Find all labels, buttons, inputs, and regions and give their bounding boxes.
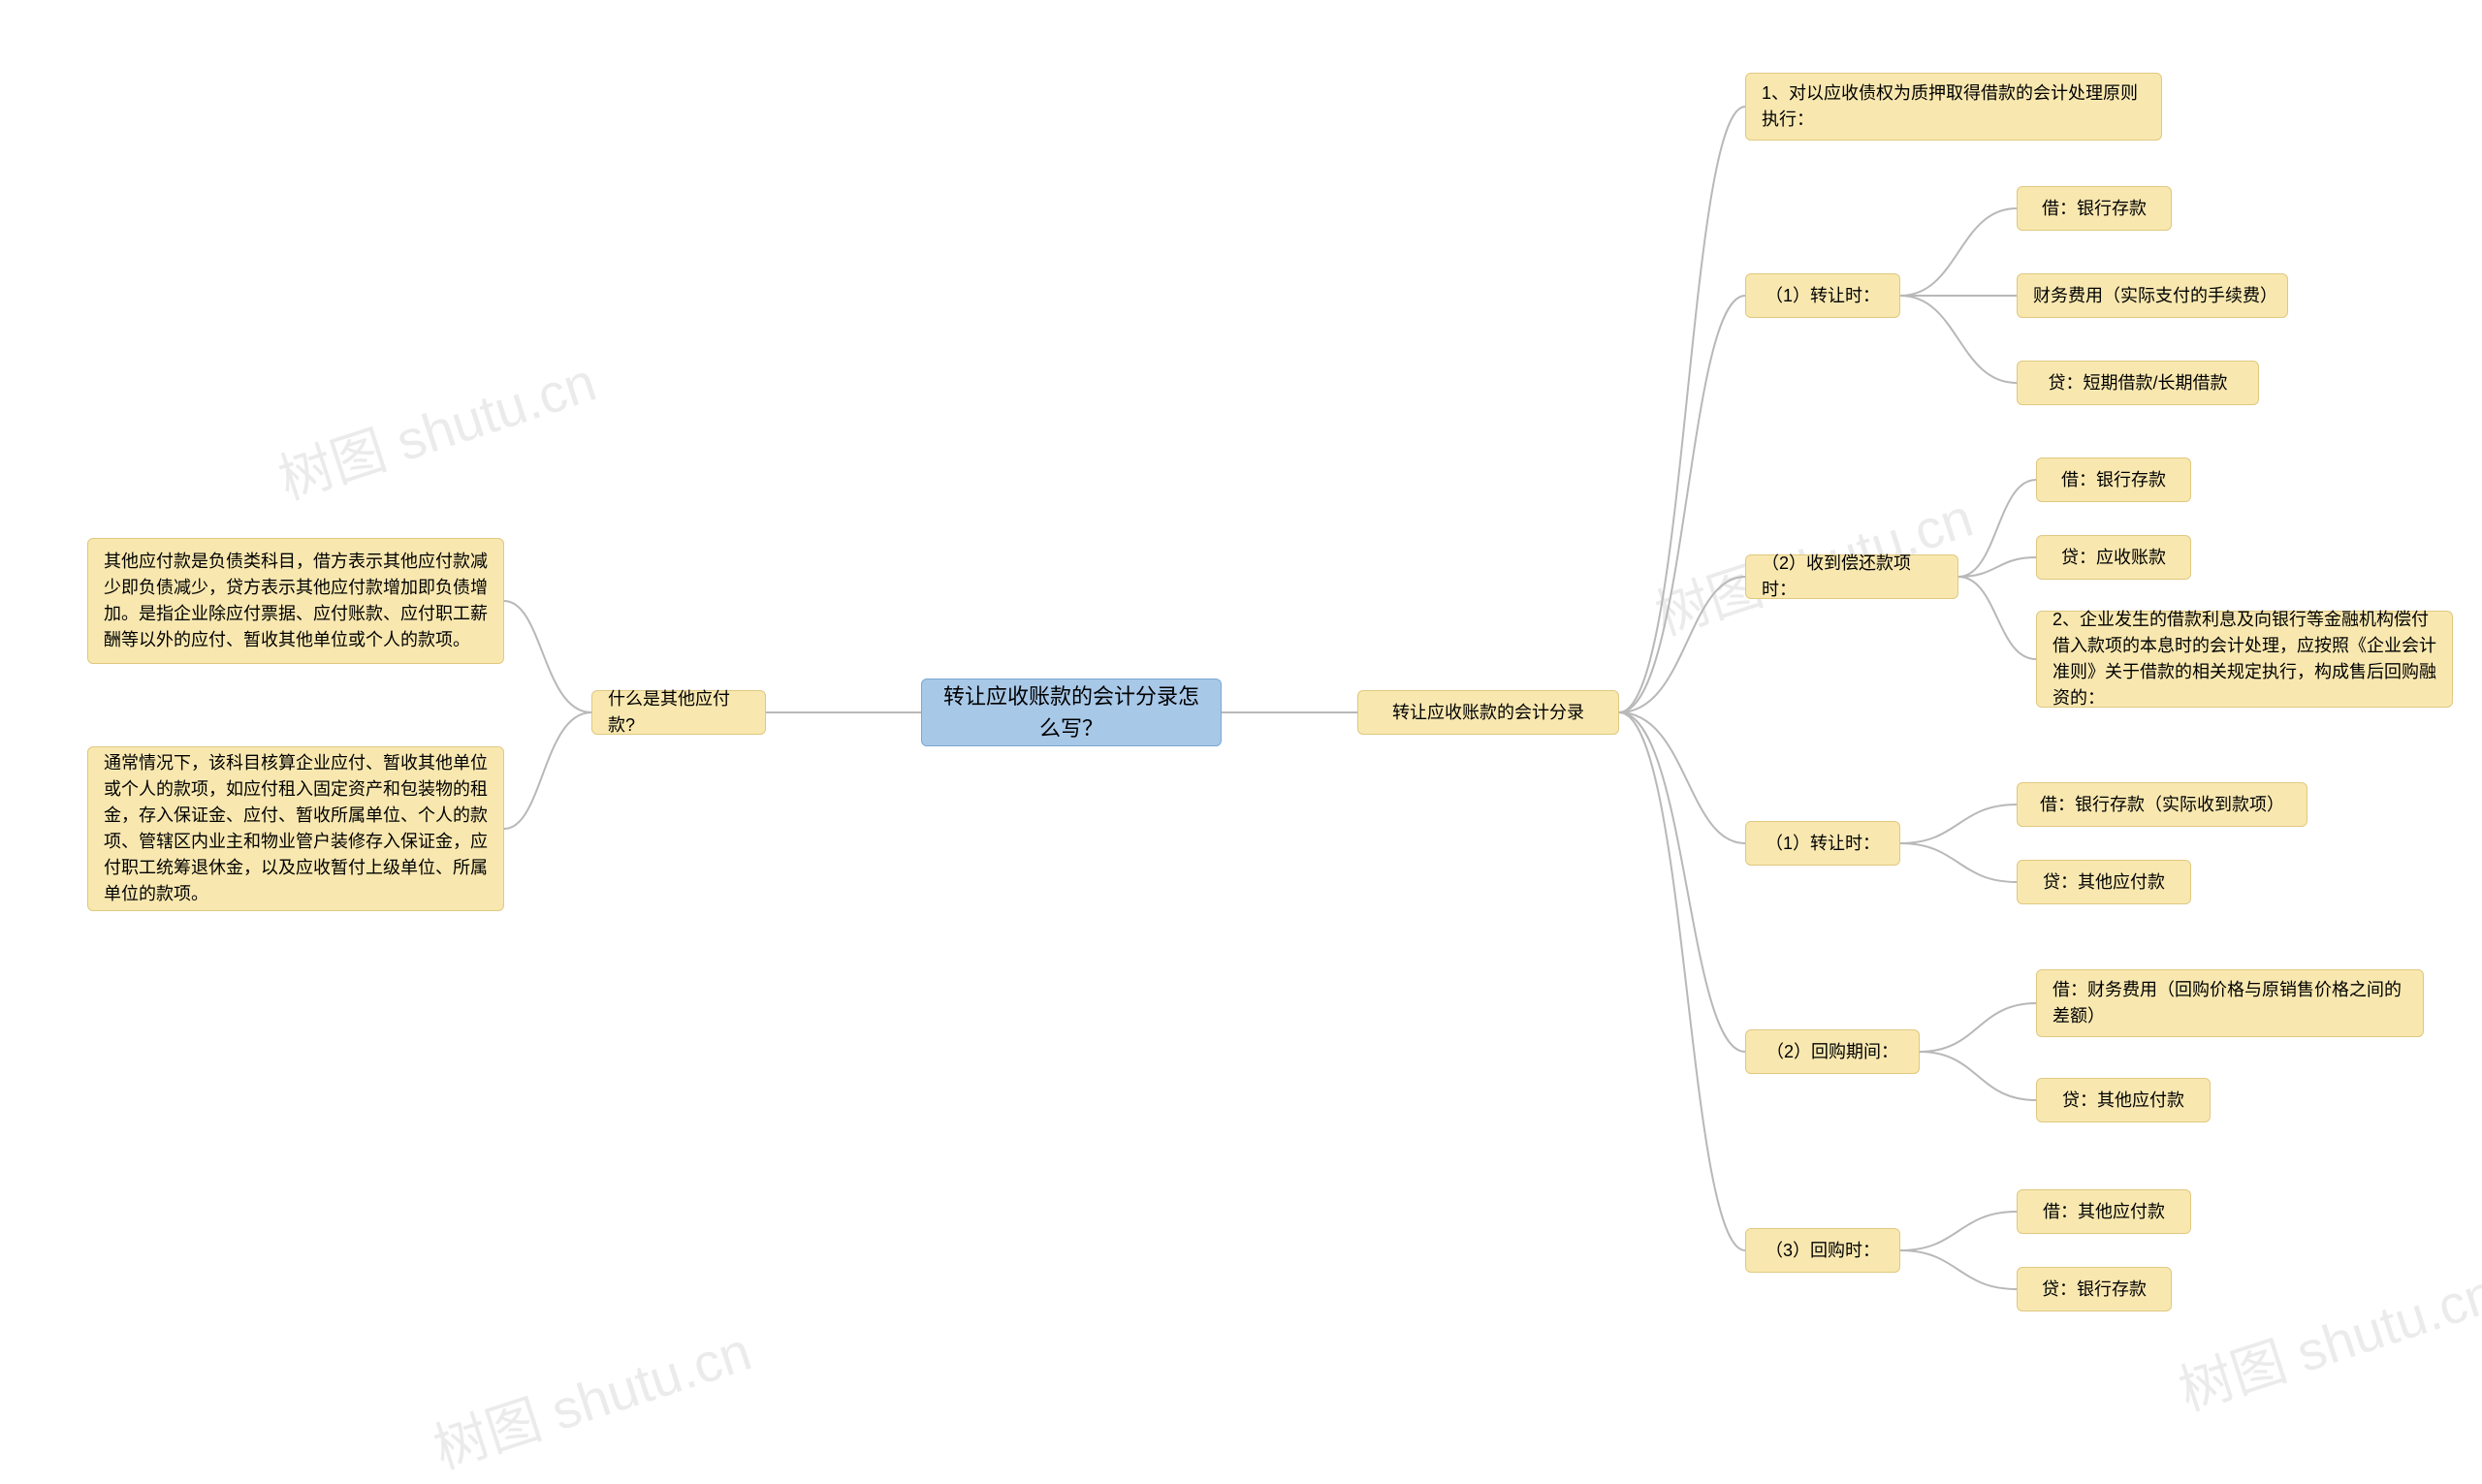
right-child-2-label: （2）收到偿还款项时：	[1762, 551, 1942, 603]
left-leaf-0: 其他应付款是负债类科目，借方表示其他应付款减少即负债减少，贷方表示其他应付款增加…	[87, 538, 504, 664]
right-child-2-leaf-0: 借：银行存款	[2036, 458, 2191, 502]
right-child-1-leaf-2-text: 贷：短期借款/长期借款	[2049, 370, 2228, 396]
right-child-5-label: （3）回购时：	[1766, 1238, 1880, 1264]
right-child-1-leaf-2: 贷：短期借款/长期借款	[2017, 361, 2259, 405]
right-child-2-leaf-2: 2、企业发生的借款利息及向银行等金融机构偿付借入款项的本息时的会计处理，应按照《…	[2036, 611, 2453, 708]
right-child-5-leaf-0-text: 借：其他应付款	[2043, 1199, 2165, 1225]
right-child-4-leaf-0: 借：财务费用（回购价格与原销售价格之间的差额）	[2036, 969, 2424, 1037]
right-child-1-leaf-1-text: 财务费用（实际支付的手续费）	[2033, 283, 2272, 309]
right-child-4: （2）回购期间：	[1745, 1029, 1920, 1074]
right-child-2: （2）收到偿还款项时：	[1745, 554, 1958, 599]
right-child-3-leaf-1: 贷：其他应付款	[2017, 860, 2191, 904]
right-child-0-label: 1、对以应收债权为质押取得借款的会计处理原则执行：	[1762, 80, 2146, 133]
right-branch: 转让应收账款的会计分录	[1357, 690, 1619, 735]
right-child-5-leaf-0: 借：其他应付款	[2017, 1189, 2191, 1234]
right-child-3-leaf-0-text: 借：银行存款（实际收到款项）	[2040, 792, 2284, 818]
left-leaf-1-text: 通常情况下，该科目核算企业应付、暂收其他单位或个人的款项，如应付租入固定资产和包…	[104, 750, 488, 907]
left-leaf-1: 通常情况下，该科目核算企业应付、暂收其他单位或个人的款项，如应付租入固定资产和包…	[87, 746, 504, 911]
right-child-3-leaf-1-text: 贷：其他应付款	[2043, 869, 2165, 896]
right-child-4-label: （2）回购期间：	[1766, 1039, 1898, 1065]
right-child-2-leaf-2-text: 2、企业发生的借款利息及向银行等金融机构偿付借入款项的本息时的会计处理，应按照《…	[2052, 607, 2436, 711]
right-child-2-leaf-0-text: 借：银行存款	[2061, 467, 2166, 493]
right-child-3: （1）转让时：	[1745, 821, 1900, 866]
right-child-5-leaf-1: 贷：银行存款	[2017, 1267, 2172, 1311]
right-branch-label: 转让应收账款的会计分录	[1392, 700, 1584, 726]
left-branch: 什么是其他应付款?	[591, 690, 766, 735]
right-child-3-label: （1）转让时：	[1766, 831, 1880, 857]
watermark: 树图 shutu.cn	[423, 1309, 760, 1484]
right-child-4-leaf-1-text: 贷：其他应付款	[2062, 1088, 2184, 1114]
right-child-4-leaf-1: 贷：其他应付款	[2036, 1078, 2211, 1122]
watermark: 树图 shutu.cn	[2168, 1250, 2482, 1427]
right-child-1-leaf-0: 借：银行存款	[2017, 186, 2172, 231]
right-child-1-leaf-0-text: 借：银行存款	[2042, 196, 2147, 222]
left-branch-label: 什么是其他应付款?	[608, 686, 749, 739]
right-child-1: （1）转让时：	[1745, 273, 1900, 318]
right-child-4-leaf-0-text: 借：财务费用（回购价格与原销售价格之间的差额）	[2052, 977, 2407, 1029]
root-label: 转让应收账款的会计分录怎么写？	[938, 680, 1205, 744]
right-child-3-leaf-0: 借：银行存款（实际收到款项）	[2017, 782, 2307, 827]
right-child-0: 1、对以应收债权为质押取得借款的会计处理原则执行：	[1745, 73, 2162, 141]
right-child-2-leaf-1-text: 贷：应收账款	[2061, 545, 2166, 571]
watermark: 树图 shutu.cn	[268, 339, 605, 516]
right-child-5-leaf-1-text: 贷：银行存款	[2042, 1277, 2147, 1303]
right-child-1-label: （1）转让时：	[1766, 283, 1880, 309]
right-child-1-leaf-1: 财务费用（实际支付的手续费）	[2017, 273, 2288, 318]
root-node: 转让应收账款的会计分录怎么写？	[921, 679, 1222, 746]
left-leaf-0-text: 其他应付款是负债类科目，借方表示其他应付款减少即负债减少，贷方表示其他应付款增加…	[104, 549, 488, 653]
right-child-2-leaf-1: 贷：应收账款	[2036, 535, 2191, 580]
right-child-5: （3）回购时：	[1745, 1228, 1900, 1273]
